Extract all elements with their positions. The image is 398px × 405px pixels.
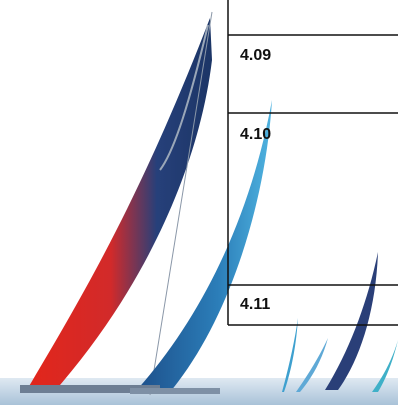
label: 4.10 — [240, 126, 271, 143]
rigging — [159, 24, 209, 171]
label: 4.09 — [240, 47, 271, 64]
hull — [20, 385, 160, 393]
mast — [149, 11, 213, 396]
label: 4.11 — [240, 296, 270, 313]
sail — [325, 252, 378, 390]
sail — [135, 100, 272, 392]
hull — [130, 388, 220, 394]
